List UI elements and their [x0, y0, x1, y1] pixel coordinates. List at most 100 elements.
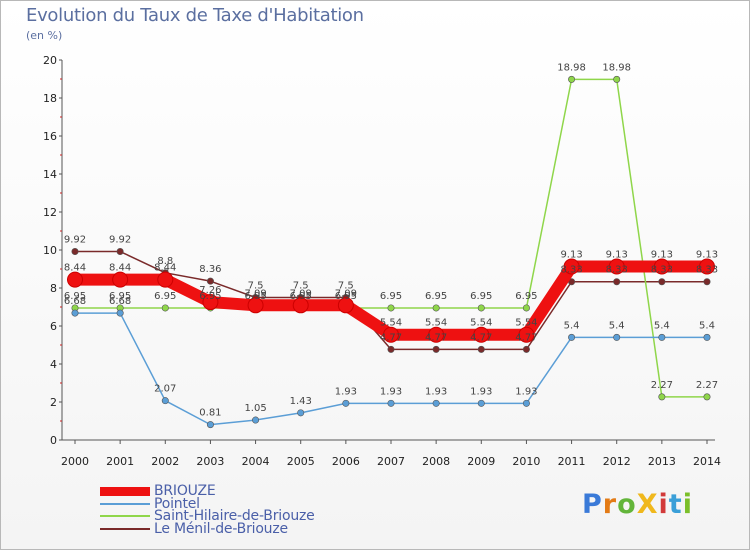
data-point: [292, 297, 309, 314]
data-point: [206, 277, 214, 285]
data-point: [157, 271, 174, 288]
data-label: 9.13: [560, 250, 582, 261]
data-label: 9.92: [64, 235, 86, 246]
data-point: [653, 258, 670, 275]
data-label: 6.95: [380, 291, 402, 302]
data-label: 8.36: [199, 264, 221, 275]
data-point: [608, 258, 625, 275]
data-label: 6.68: [109, 296, 131, 307]
data-label: 6.95: [290, 291, 312, 302]
data-label: 1.93: [380, 386, 402, 397]
data-label: 9.13: [696, 250, 718, 261]
data-point: [613, 278, 621, 286]
y-tick-label: 6: [50, 320, 57, 333]
data-point: [477, 345, 485, 353]
data-point: [297, 409, 305, 417]
data-point: [518, 326, 535, 343]
legend-label: Saint-Hilaire-de-Briouze: [154, 508, 315, 524]
data-label: 1.93: [335, 386, 357, 397]
x-tick-label: 2000: [61, 455, 89, 468]
y-tick-label: 20: [43, 54, 57, 67]
data-label: 9.13: [651, 250, 673, 261]
x-tick-label: 2007: [377, 455, 405, 468]
x-tick-label: 2006: [332, 455, 360, 468]
legend-label: Le Ménil-de-Briouze: [154, 520, 288, 537]
data-point: [703, 393, 711, 401]
data-label: 7.26: [199, 285, 221, 296]
y-tick-label: 14: [43, 168, 57, 181]
line-chart: 0 2 4 6 8 10 12 14 16 18 20 2000 2001 2002 2003 2004 200…: [43, 54, 721, 468]
data-label: 5.54: [470, 318, 492, 329]
logo-letter: r: [602, 489, 618, 520]
x-tick-label: 2004: [242, 455, 270, 468]
logo-letter: X: [636, 489, 659, 520]
data-label: 6.95: [515, 291, 537, 302]
legend-label: Pointel: [154, 495, 200, 512]
data-label: 8.33: [696, 265, 718, 276]
data-label: 7.09: [290, 288, 312, 299]
data-point: [432, 304, 440, 312]
data-point: [71, 309, 79, 317]
y-tick-label: 0: [50, 434, 57, 447]
y-tick-label: 10: [43, 244, 57, 257]
data-label: 9.92: [109, 235, 131, 246]
x-tick-label: 2008: [422, 455, 450, 468]
data-point: [432, 345, 440, 353]
legend-label: BRIOUZE: [154, 483, 216, 499]
y-tick-label: 2: [50, 396, 57, 409]
data-label: 5.4: [564, 320, 580, 331]
data-point: [161, 304, 169, 312]
data-point: [522, 399, 530, 407]
data-point: [613, 75, 621, 83]
y-tick-label: 12: [43, 206, 57, 219]
data-label: 6.95: [335, 291, 357, 302]
data-label: 2.27: [696, 380, 718, 391]
x-tick-label: 2001: [106, 455, 134, 468]
x-tick-label: 2014: [693, 455, 721, 468]
legend-swatch: [100, 502, 150, 505]
data-label: 18.98: [557, 62, 586, 73]
data-label: 2.27: [651, 380, 673, 391]
data-point: [383, 326, 399, 343]
data-point: [703, 278, 711, 286]
data-label: 8.33: [560, 265, 582, 276]
logo-letter: t: [668, 489, 683, 520]
data-point: [568, 75, 576, 83]
data-label: 0.81: [199, 408, 221, 419]
y-tick-label: 16: [43, 130, 57, 143]
data-point: [116, 309, 124, 317]
data-point: [387, 345, 395, 353]
data-label: 5.54: [380, 318, 402, 329]
data-label: 5.4: [609, 320, 625, 331]
data-label: 7.5: [248, 281, 264, 292]
data-point: [477, 304, 485, 312]
data-point: [71, 248, 79, 256]
data-label: 8.44: [109, 263, 131, 274]
data-point: [112, 271, 129, 288]
data-point: [161, 397, 169, 405]
data-point: [699, 258, 715, 275]
data-point: [563, 258, 580, 275]
data-point: [613, 333, 621, 341]
data-label: 8.33: [606, 265, 628, 276]
data-label: 1.43: [290, 396, 312, 407]
data-point: [432, 399, 440, 407]
data-label: 5.54: [425, 318, 447, 329]
data-point: [206, 421, 214, 429]
data-point: [703, 333, 711, 341]
data-label: 4.77: [425, 332, 447, 343]
series-briouze: [67, 258, 715, 343]
data-label: 9.13: [606, 250, 628, 261]
data-point: [477, 399, 485, 407]
x-tick-label: 2013: [648, 455, 676, 468]
data-label: 7.5: [338, 281, 354, 292]
data-label: 4.77: [380, 332, 402, 343]
y-tick-label: 8: [50, 282, 57, 295]
data-label: 4.77: [470, 332, 492, 343]
data-point: [568, 333, 576, 341]
chart-title: Evolution du Taux de Taxe d'Habitation: [26, 5, 364, 26]
data-point: [428, 326, 445, 343]
data-label: 7.09: [335, 288, 357, 299]
x-tick-label: 2009: [467, 455, 495, 468]
data-point: [658, 278, 666, 286]
